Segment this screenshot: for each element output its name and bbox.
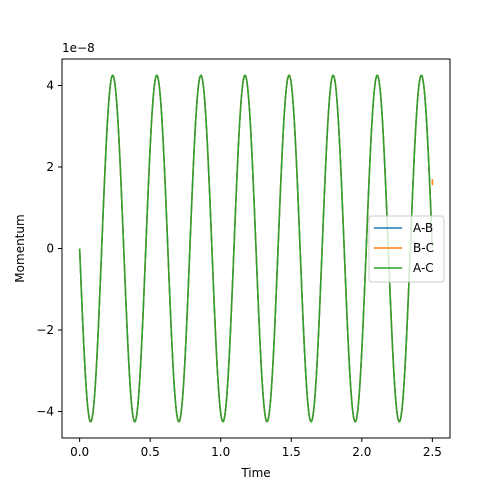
legend-label-a-c: A-C (413, 261, 434, 275)
x-tick-label: 1.0 (211, 445, 230, 459)
y-tick-label: 4 (46, 78, 54, 92)
legend-label-a-b: A-B (413, 221, 433, 235)
x-tick-label: 1.5 (282, 445, 301, 459)
y-tick-label: −4 (36, 405, 54, 419)
axes-frame (61, 58, 451, 439)
x-tick-label: 2.0 (352, 445, 371, 459)
y-tick-label: 2 (46, 160, 54, 174)
y-axis-label: Momentum (13, 214, 27, 282)
x-tick-label: 0.5 (141, 445, 160, 459)
ticks-layer: 0.0 0.5 1.0 1.5 2.0 2.5 −4 −2 0 2 4 (36, 78, 442, 459)
legend-box (368, 215, 445, 283)
legend: A-B B-C A-C (368, 215, 445, 283)
y-tick-label: −2 (36, 323, 54, 337)
x-tick-label: 0.0 (70, 445, 89, 459)
x-axis-label: Time (240, 466, 270, 480)
series-line-a-c (78, 74, 434, 423)
y-tick-label: 0 (46, 242, 54, 256)
y-offset-label: 1e−8 (62, 41, 95, 55)
legend-label-b-c: B-C (413, 241, 434, 255)
x-tick-label: 2.5 (423, 445, 442, 459)
series-layer (78, 74, 434, 423)
